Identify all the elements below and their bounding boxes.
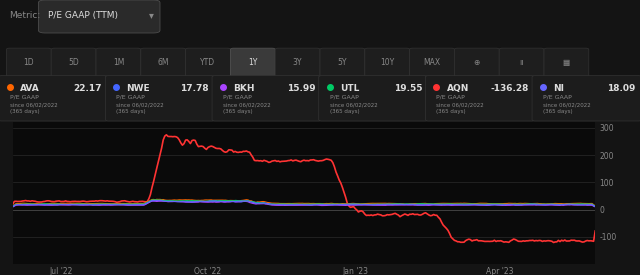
Text: ▦: ▦ [563, 58, 570, 67]
Text: since 06/02/2022: since 06/02/2022 [543, 103, 591, 108]
Text: P/E GAAP: P/E GAAP [116, 95, 145, 100]
Text: since 06/02/2022: since 06/02/2022 [330, 103, 378, 108]
FancyBboxPatch shape [0, 76, 108, 121]
FancyBboxPatch shape [230, 48, 275, 77]
Text: AVA: AVA [20, 84, 40, 93]
Text: since 06/02/2022: since 06/02/2022 [223, 103, 271, 108]
Text: P/E GAAP: P/E GAAP [330, 95, 358, 100]
Text: 1Y: 1Y [248, 58, 257, 67]
FancyBboxPatch shape [141, 48, 186, 77]
Text: BKH: BKH [233, 84, 255, 93]
FancyBboxPatch shape [96, 48, 141, 77]
Text: (365 days): (365 days) [10, 109, 39, 114]
Text: YTD: YTD [200, 58, 216, 67]
FancyBboxPatch shape [106, 76, 214, 121]
Text: 19.55: 19.55 [394, 84, 422, 93]
FancyBboxPatch shape [275, 48, 320, 77]
Text: P/E GAAP (TTM): P/E GAAP (TTM) [48, 11, 118, 20]
Text: (365 days): (365 days) [116, 109, 146, 114]
Text: P/E GAAP: P/E GAAP [10, 95, 38, 100]
Text: (365 days): (365 days) [436, 109, 466, 114]
Text: since 06/02/2022: since 06/02/2022 [116, 103, 164, 108]
Text: NI: NI [553, 84, 564, 93]
Text: NWE: NWE [127, 84, 150, 93]
Text: Metric:: Metric: [10, 11, 41, 20]
FancyBboxPatch shape [410, 48, 454, 77]
Text: 15.99: 15.99 [287, 84, 316, 93]
FancyBboxPatch shape [38, 0, 160, 33]
Text: since 06/02/2022: since 06/02/2022 [10, 103, 58, 108]
Text: MAX: MAX [424, 58, 440, 67]
Text: 22.17: 22.17 [74, 84, 102, 93]
Text: AQN: AQN [447, 84, 469, 93]
FancyBboxPatch shape [51, 48, 96, 77]
Text: P/E GAAP: P/E GAAP [223, 95, 252, 100]
Text: ⊕: ⊕ [474, 58, 480, 67]
Text: ▾: ▾ [148, 10, 154, 20]
Text: 1D: 1D [24, 58, 34, 67]
FancyBboxPatch shape [186, 48, 230, 77]
Text: 5D: 5D [68, 58, 79, 67]
Text: since 06/02/2022: since 06/02/2022 [436, 103, 484, 108]
Text: 5Y: 5Y [338, 58, 347, 67]
Text: ıı: ıı [519, 58, 524, 67]
FancyBboxPatch shape [426, 76, 534, 121]
Text: (365 days): (365 days) [543, 109, 573, 114]
FancyBboxPatch shape [6, 48, 51, 77]
Text: P/E GAAP: P/E GAAP [543, 95, 572, 100]
FancyBboxPatch shape [544, 48, 589, 77]
Text: UTL: UTL [340, 84, 359, 93]
Text: (365 days): (365 days) [330, 109, 359, 114]
Text: 17.78: 17.78 [180, 84, 209, 93]
Text: (365 days): (365 days) [223, 109, 253, 114]
FancyBboxPatch shape [319, 76, 428, 121]
Text: 10Y: 10Y [380, 58, 394, 67]
Text: 18.09: 18.09 [607, 84, 636, 93]
Text: -136.28: -136.28 [490, 84, 529, 93]
Text: 6M: 6M [157, 58, 169, 67]
FancyBboxPatch shape [454, 48, 499, 77]
FancyBboxPatch shape [499, 48, 544, 77]
FancyBboxPatch shape [365, 48, 410, 77]
FancyBboxPatch shape [320, 48, 365, 77]
Text: 3Y: 3Y [293, 58, 302, 67]
FancyBboxPatch shape [212, 76, 321, 121]
FancyBboxPatch shape [532, 76, 640, 121]
Text: 1M: 1M [113, 58, 124, 67]
Text: P/E GAAP: P/E GAAP [436, 95, 465, 100]
